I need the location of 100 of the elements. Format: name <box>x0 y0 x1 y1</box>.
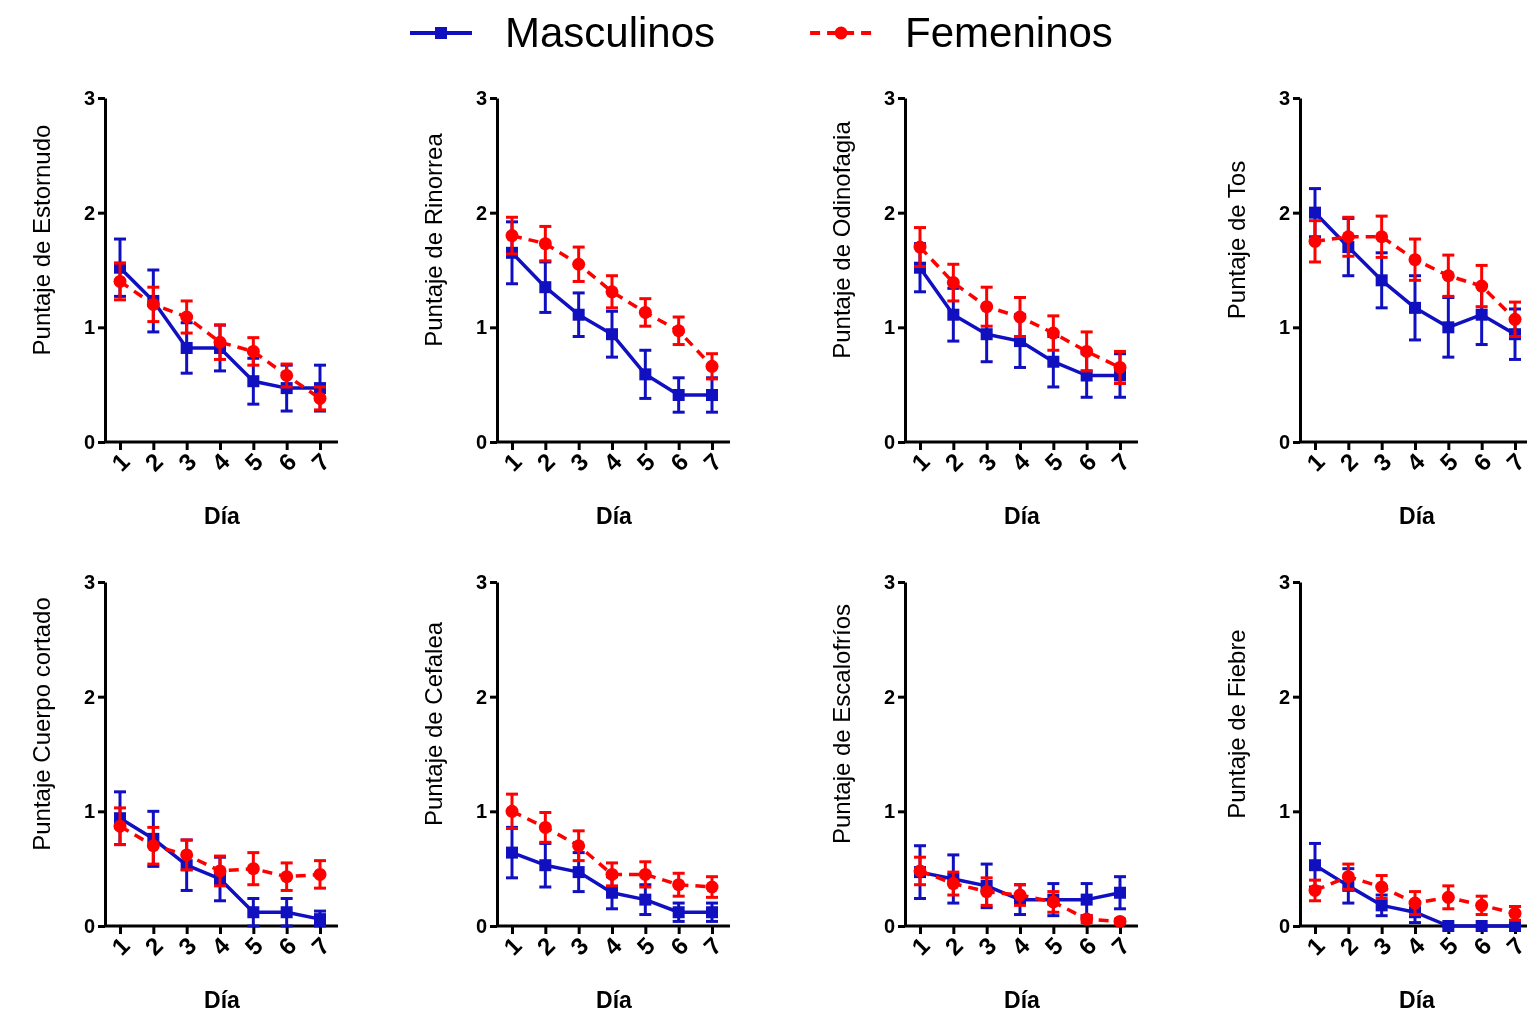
x-tick-label: 3 <box>1367 447 1397 477</box>
x-tick-label: 3 <box>564 931 594 961</box>
x-tick-label: 2 <box>1334 447 1364 477</box>
y-tick-label: 1 <box>475 316 487 339</box>
y-tick-label: 0 <box>883 914 895 937</box>
y-tick-label: 0 <box>83 430 95 453</box>
x-tick-label: 6 <box>272 931 302 961</box>
x-tick-label: 6 <box>1072 447 1102 477</box>
y-tick-label: 2 <box>883 685 895 708</box>
y-tick-label: 0 <box>475 914 487 937</box>
x-tick-label: 4 <box>598 447 628 477</box>
x-axis-title: Día <box>1399 987 1436 1013</box>
y-tick-label: 1 <box>83 800 95 823</box>
x-tick-label: 4 <box>1006 931 1036 961</box>
x-tick-label: 5 <box>631 447 661 477</box>
x-tick-label: 1 <box>498 447 527 477</box>
legend-label: Masculinos <box>505 9 716 56</box>
x-axis-title: Día <box>596 503 633 529</box>
x-tick-label: 4 <box>206 447 236 477</box>
x-tick-label: 2 <box>531 447 561 477</box>
y-tick-label: 2 <box>1278 685 1290 708</box>
y-tick-label: 2 <box>83 685 95 708</box>
x-tick-label: 5 <box>1434 931 1464 961</box>
x-tick-label: 5 <box>1039 447 1069 477</box>
x-tick-label: 4 <box>1401 447 1431 477</box>
y-tick-label: 2 <box>475 201 487 224</box>
y-tick-label: 2 <box>83 201 95 224</box>
x-tick-label: 3 <box>172 931 202 961</box>
x-tick-label: 1 <box>106 931 135 961</box>
x-tick-label: 6 <box>1467 447 1497 477</box>
legend-label: Femeninos <box>905 9 1113 56</box>
y-tick-label: 3 <box>475 570 487 593</box>
y-tick-label: 1 <box>475 800 487 823</box>
x-tick-label: 2 <box>139 447 169 477</box>
x-tick-label: 5 <box>239 931 269 961</box>
y-axis-title: Puntaje de Cefalea <box>420 621 447 827</box>
x-tick-label: 7 <box>1501 447 1527 477</box>
x-axis-title: Día <box>204 987 241 1013</box>
x-tick-label: 7 <box>306 447 335 477</box>
x-tick-label: 2 <box>939 447 969 477</box>
x-tick-label: 1 <box>906 447 935 477</box>
x-tick-label: 1 <box>106 447 135 477</box>
y-tick-label: 3 <box>883 86 895 109</box>
x-tick-label: 6 <box>272 447 302 477</box>
x-tick-label: 5 <box>1434 447 1464 477</box>
x-tick-label: 4 <box>206 931 236 961</box>
x-tick-label: 5 <box>1039 931 1069 961</box>
y-axis-title: Puntaje Cuerpo cortado <box>28 597 55 851</box>
x-tick-label: 2 <box>531 931 561 961</box>
y-tick-label: 3 <box>883 570 895 593</box>
y-tick-label: 3 <box>83 86 95 109</box>
y-tick-label: 1 <box>83 316 95 339</box>
x-tick-label: 5 <box>239 447 269 477</box>
y-axis-title: Puntaje de Rinorrea <box>420 132 447 347</box>
y-tick-label: 1 <box>883 316 895 339</box>
y-axis-title: Puntaje de Escalofríos <box>828 603 855 845</box>
y-axis-title: Puntaje de Estornudo <box>28 124 55 356</box>
x-axis-title: Día <box>1399 503 1436 529</box>
x-tick-label: 7 <box>1106 447 1135 477</box>
x-tick-label: 4 <box>1401 931 1431 961</box>
x-tick-label: 6 <box>1467 931 1497 961</box>
y-tick-label: 2 <box>1278 201 1290 224</box>
x-tick-label: 4 <box>598 931 628 961</box>
y-axis-title: Puntaje de Tos <box>1223 160 1250 320</box>
y-tick-label: 0 <box>83 914 95 937</box>
y-tick-label: 3 <box>1278 570 1290 593</box>
x-tick-label: 1 <box>1301 931 1330 961</box>
x-tick-label: 1 <box>1301 447 1330 477</box>
x-tick-label: 5 <box>631 931 661 961</box>
x-tick-label: 3 <box>1367 931 1397 961</box>
x-tick-label: 1 <box>906 931 935 961</box>
y-tick-label: 0 <box>1278 430 1290 453</box>
y-axis-title: Puntaje de Fiebre <box>1223 629 1250 819</box>
y-tick-label: 3 <box>1278 86 1290 109</box>
x-tick-label: 6 <box>664 931 694 961</box>
x-tick-label: 4 <box>1006 447 1036 477</box>
x-tick-label: 2 <box>1334 931 1364 961</box>
x-tick-label: 2 <box>139 931 169 961</box>
y-tick-label: 0 <box>475 430 487 453</box>
x-tick-label: 7 <box>698 931 727 961</box>
x-tick-label: 7 <box>306 931 335 961</box>
y-tick-label: 2 <box>475 685 487 708</box>
x-axis-title: Día <box>596 987 633 1013</box>
x-tick-label: 3 <box>564 447 594 477</box>
x-tick-label: 3 <box>172 447 202 477</box>
x-axis-title: Día <box>204 503 241 529</box>
y-tick-label: 0 <box>1278 914 1290 937</box>
y-tick-label: 3 <box>475 86 487 109</box>
y-tick-label: 1 <box>1278 316 1290 339</box>
y-tick-label: 2 <box>883 201 895 224</box>
y-tick-label: 1 <box>1278 800 1290 823</box>
x-tick-label: 7 <box>1106 931 1135 961</box>
x-tick-label: 7 <box>1501 931 1527 961</box>
x-tick-label: 3 <box>972 931 1002 961</box>
x-tick-label: 1 <box>498 931 527 961</box>
y-tick-label: 0 <box>883 430 895 453</box>
x-tick-label: 2 <box>939 931 969 961</box>
x-tick-label: 7 <box>698 447 727 477</box>
y-tick-label: 3 <box>83 570 95 593</box>
y-tick-label: 1 <box>883 800 895 823</box>
